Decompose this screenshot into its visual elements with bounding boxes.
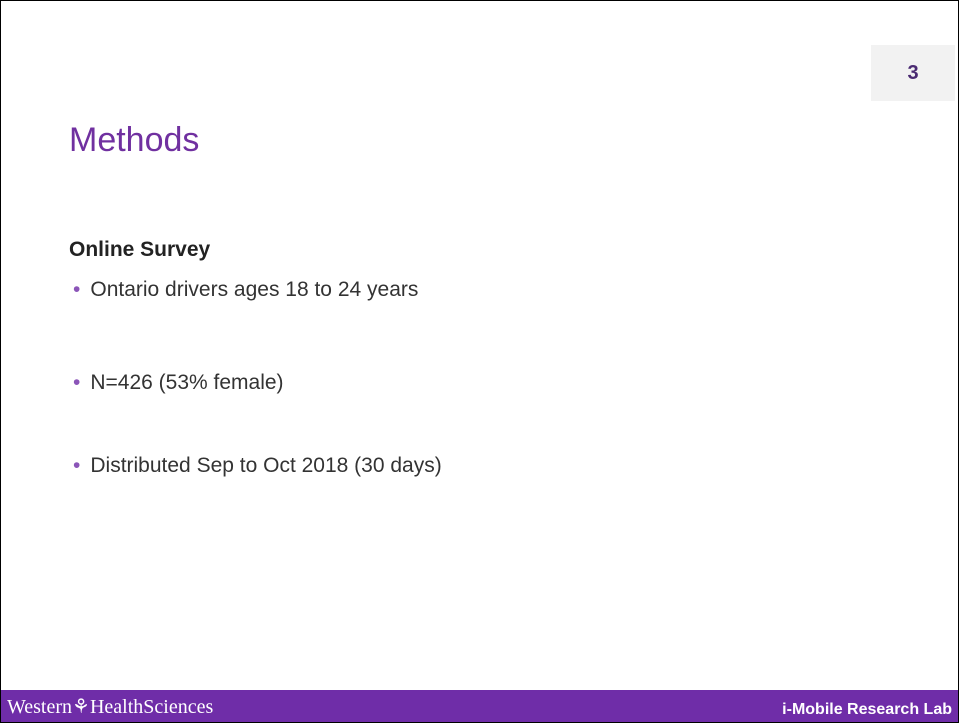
footer-logo: Western⚘HealthSciences — [7, 696, 214, 718]
bullet-text: N=426 (53% female) — [90, 371, 284, 394]
bullet-text: Distributed Sep to Oct 2018 (30 days) — [90, 454, 442, 477]
subheading: Online Survey — [69, 238, 211, 261]
bullet-item: • Ontario drivers ages 18 to 24 years — [73, 278, 419, 301]
slide-title: Methods — [69, 121, 200, 159]
page-number: 3 — [871, 45, 955, 101]
footer-bar: Western⚘HealthSciences i-Mobile Research… — [1, 690, 958, 722]
footer-lab: i-Mobile Research Lab — [782, 701, 952, 718]
bullet-text: Ontario drivers ages 18 to 24 years — [90, 278, 419, 301]
bullet-item: • N=426 (53% female) — [73, 371, 284, 394]
bullet-item: • Distributed Sep to Oct 2018 (30 days) — [73, 454, 442, 477]
